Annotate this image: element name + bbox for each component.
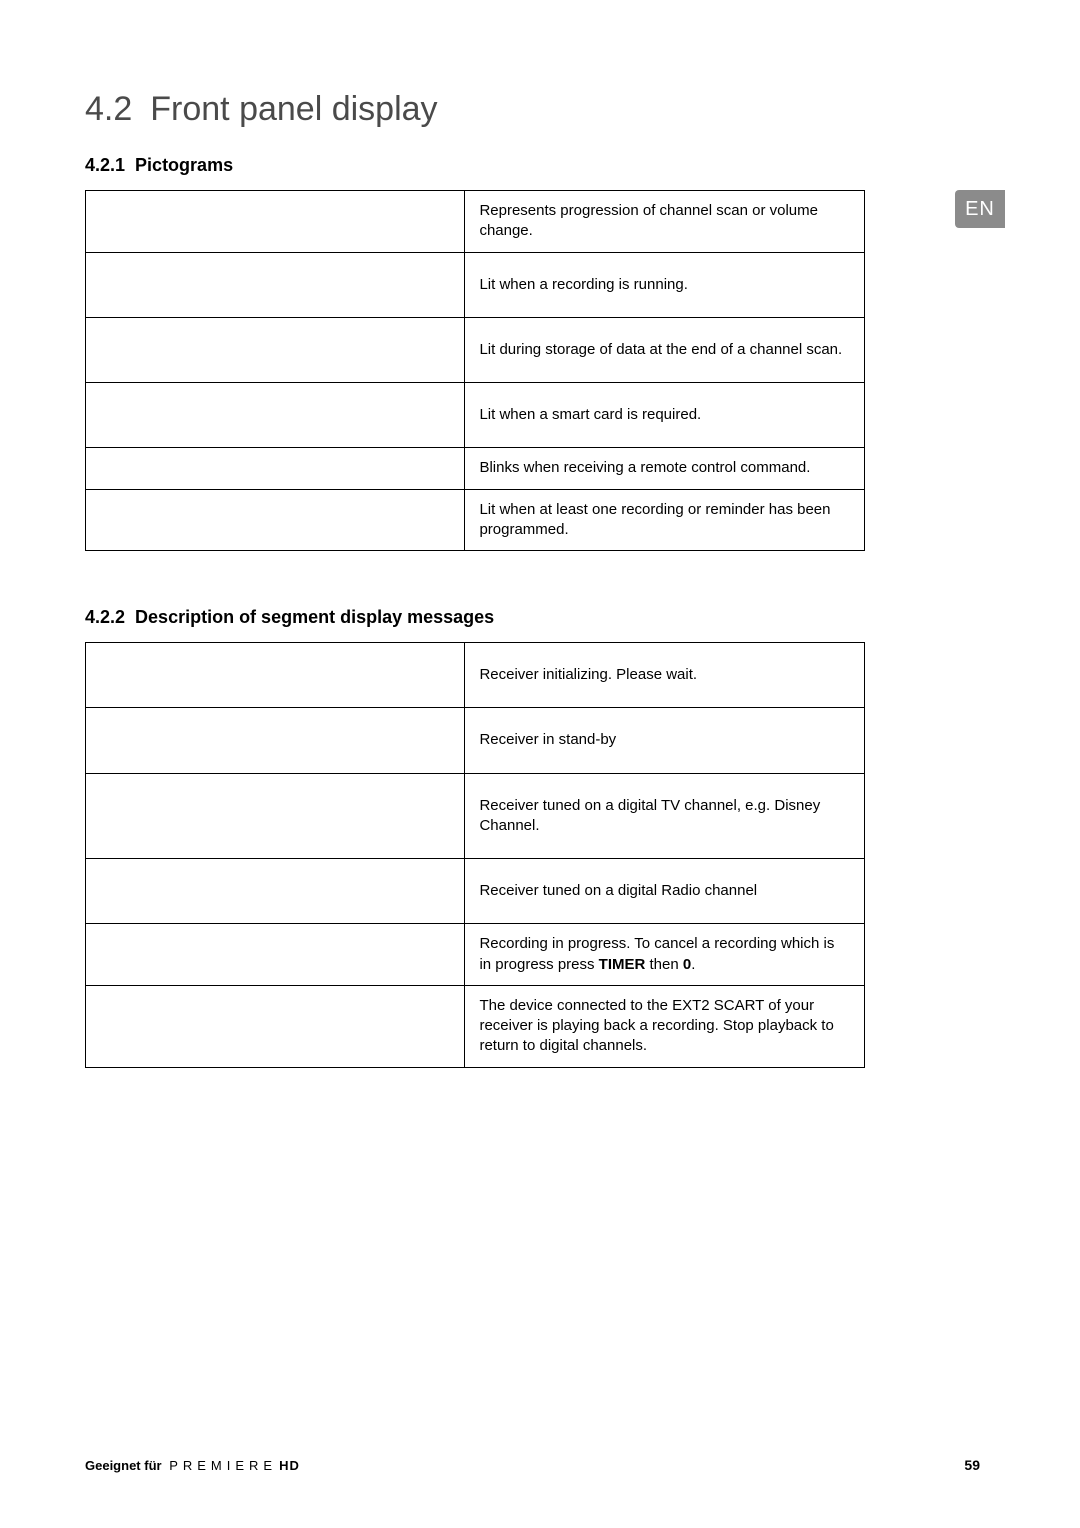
display-cell [86, 859, 465, 924]
description-cell: Receiver in stand-by [465, 708, 865, 773]
table-row: Recording in progress. To cancel a recor… [86, 924, 865, 986]
table-row: Blinks when receiving a remote control c… [86, 448, 865, 489]
description-cell: Receiver tuned on a digital Radio channe… [465, 859, 865, 924]
subsection-1-number: 4.2.1 [85, 155, 125, 175]
table-row: Lit when a smart card is required. [86, 383, 865, 448]
description-cell: Blinks when receiving a remote control c… [465, 448, 865, 489]
pictogram-cell [86, 489, 465, 551]
footer-brand-suffix: HD [279, 1458, 300, 1473]
page: EN 4.2 Front panel display 4.2.1 Pictogram… [0, 0, 1080, 1528]
display-cell [86, 924, 465, 986]
description-cell: Receiver initializing. Please wait. [465, 643, 865, 708]
description-cell: Recording in progress. To cancel a recor… [465, 924, 865, 986]
table-row: Receiver tuned on a digital Radio channe… [86, 859, 865, 924]
section-number: 4.2 [85, 90, 132, 128]
pictograms-table: Represents progression of channel scan o… [85, 190, 865, 551]
section-heading: 4.2 Front panel display [85, 90, 980, 129]
display-cell [86, 708, 465, 773]
subsection-1-title: Pictograms [135, 155, 233, 175]
table-row: Receiver tuned on a digital TV channel, … [86, 773, 865, 859]
language-code: EN [965, 198, 995, 221]
pictogram-cell [86, 317, 465, 382]
display-cell [86, 985, 465, 1067]
table-row: Lit during storage of data at the end of… [86, 317, 865, 382]
language-tab: EN [955, 190, 1005, 228]
display-cell [86, 643, 465, 708]
section-title: Front panel display [150, 90, 437, 128]
subsection-1-heading: 4.2.1 Pictograms [85, 155, 980, 176]
description-cell: Lit when a recording is running. [465, 252, 865, 317]
footer-pretext: Geeignet für [85, 1458, 165, 1473]
pictogram-cell [86, 383, 465, 448]
page-footer: Geeignet für PREMIEREHD 59 [85, 1457, 980, 1473]
subsection-2-number: 4.2.2 [85, 607, 125, 627]
description-cell: Lit when at least one recording or remin… [465, 489, 865, 551]
description-cell: The device connected to the EXT2 SCART o… [465, 985, 865, 1067]
subsection-2-title: Description of segment display messages [135, 607, 494, 627]
table-row: Receiver in stand-by [86, 708, 865, 773]
description-cell: Lit during storage of data at the end of… [465, 317, 865, 382]
subsection-2-heading: 4.2.2 Description of segment display mess… [85, 607, 980, 628]
pictogram-cell [86, 191, 465, 253]
table-row: Lit when a recording is running. [86, 252, 865, 317]
description-cell: Represents progression of channel scan o… [465, 191, 865, 253]
display-cell [86, 773, 465, 859]
segment-messages-table: Receiver initializing. Please wait.Recei… [85, 642, 865, 1068]
table-row: Represents progression of channel scan o… [86, 191, 865, 253]
footer-page-number: 59 [964, 1457, 980, 1473]
pictogram-cell [86, 252, 465, 317]
description-cell: Lit when a smart card is required. [465, 383, 865, 448]
footer-left: Geeignet für PREMIEREHD [85, 1458, 300, 1473]
pictogram-cell [86, 448, 465, 489]
table-row: Lit when at least one recording or remin… [86, 489, 865, 551]
table-row: The device connected to the EXT2 SCART o… [86, 985, 865, 1067]
footer-brand: PREMIERE [169, 1458, 277, 1473]
description-cell: Receiver tuned on a digital TV channel, … [465, 773, 865, 859]
table-row: Receiver initializing. Please wait. [86, 643, 865, 708]
